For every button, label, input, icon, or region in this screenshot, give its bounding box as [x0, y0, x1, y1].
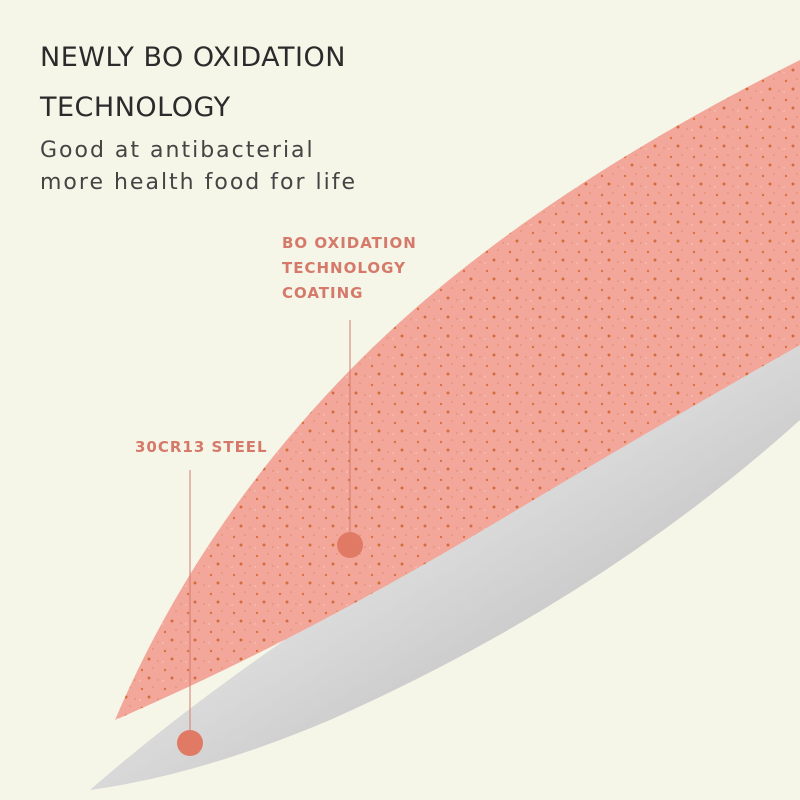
callout: 30CR13 STEEL: [135, 438, 268, 456]
steel-blade: [90, 340, 800, 790]
subtitle: more health food for life: [40, 170, 357, 195]
callout: COATING: [282, 284, 364, 302]
callout: TECHNOLOGY: [282, 259, 406, 277]
coated-blade: [115, 60, 800, 720]
title: NEWLY BO OXIDATION: [40, 42, 346, 73]
marker: [337, 532, 363, 558]
subtitle: Good at antibacterial: [40, 138, 315, 163]
title: TECHNOLOGY: [40, 92, 231, 123]
callout: BO OXIDATION: [282, 234, 417, 252]
marker: [177, 730, 203, 756]
